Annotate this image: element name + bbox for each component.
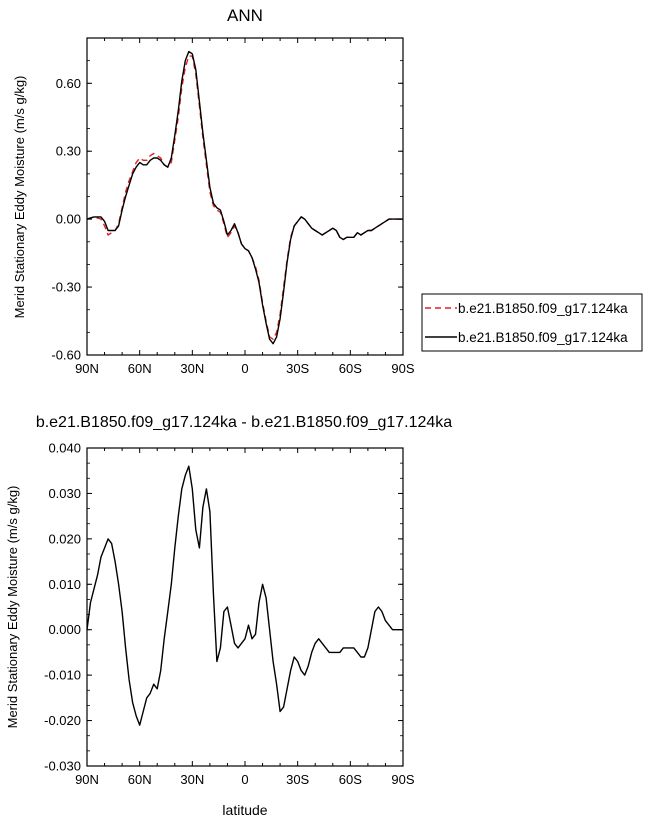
bottom-x-tick-label: 60S	[339, 772, 362, 787]
top-y-tick-label: 0.00	[56, 212, 81, 227]
bottom-series-line-1	[86, 465, 403, 726]
top-series-line-1	[86, 55, 403, 340]
legend-box	[421, 293, 643, 352]
top-x-tick-label: 90N	[75, 361, 99, 376]
top-y-axis-label: Merid Stationary Eddy Moisture (m/s g/kg…	[12, 76, 27, 319]
legend: b.e21.B1850.f09_g17.124ka b.e21.B1850.f0…	[421, 293, 643, 352]
bottom-chart-title: b.e21.B1850.f09_g17.124ka - b.e21.B1850.…	[36, 414, 452, 431]
top-x-tick-label: 30S	[286, 361, 309, 376]
bottom-line-chart: b.e21.B1850.f09_g17.124ka - b.e21.B1850.…	[5, 414, 452, 818]
top-plot-frame	[86, 37, 404, 356]
legend-label-series-2: b.e21.B1850.f09_g17.124ka	[458, 330, 628, 345]
top-y-tick-label: 0.30	[56, 144, 81, 159]
bottom-y-tick-label: -0.020	[44, 713, 81, 728]
bottom-plot-frame	[86, 447, 404, 767]
bottom-y-axis-label: Merid Stationary Eddy Moisture (m/s g/kg…	[5, 486, 20, 729]
bottom-x-tick-label: 90S	[391, 772, 414, 787]
top-y-tick-label: 0.60	[56, 76, 81, 91]
bottom-y-tick-label: -0.030	[44, 759, 81, 774]
bottom-y-tick-label: 0.040	[48, 441, 81, 456]
bottom-x-tick-label: 60N	[128, 772, 152, 787]
top-y-tick-label: -0.60	[51, 348, 81, 363]
bottom-y-tick-label: 0.000	[48, 622, 81, 637]
top-x-tick-label: 0	[241, 361, 248, 376]
bottom-x-tick-label: 30N	[180, 772, 204, 787]
top-x-tick-label: 90S	[391, 361, 414, 376]
legend-label-series-1: b.e21.B1850.f09_g17.124ka	[458, 301, 628, 316]
top-chart-title: ANN	[227, 6, 263, 25]
bottom-x-axis-label: latitude	[222, 802, 267, 818]
top-y-tick-label: -0.30	[51, 280, 81, 295]
bottom-y-tick-label: 0.020	[48, 531, 81, 546]
bottom-y-tick-label: 0.010	[48, 577, 81, 592]
bottom-y-tick-label: 0.030	[48, 486, 81, 501]
top-x-tick-label: 60N	[128, 361, 152, 376]
bottom-y-tick-label: -0.010	[44, 668, 81, 683]
top-series-line-2	[86, 50, 403, 345]
top-line-chart: ANN Merid Stationary Eddy Moisture (m/s …	[12, 6, 415, 376]
bottom-x-tick-label: 30S	[286, 772, 309, 787]
bottom-x-tick-label: 0	[241, 772, 248, 787]
top-x-tick-label: 30N	[180, 361, 204, 376]
top-x-tick-label: 60S	[339, 361, 362, 376]
bottom-x-tick-label: 90N	[75, 772, 99, 787]
